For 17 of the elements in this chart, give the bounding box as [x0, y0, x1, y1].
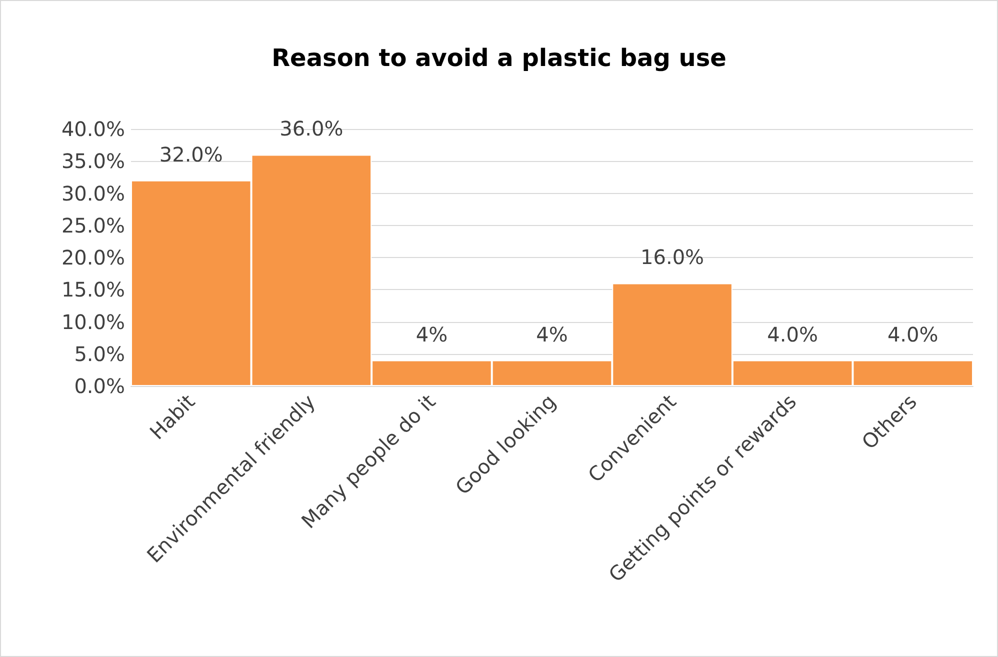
data-label: 4%: [416, 322, 448, 346]
chart-title: Reason to avoid a plastic bag use: [272, 44, 726, 72]
data-label: 4%: [536, 322, 568, 346]
y-tick-label: 0.0%: [74, 374, 125, 398]
y-tick-label: 40.0%: [61, 117, 125, 141]
y-tick-label: 35.0%: [61, 149, 125, 174]
y-tick-label: 20.0%: [61, 246, 125, 270]
y-tick-label: 30.0%: [61, 181, 125, 206]
y-tick-label: 5.0%: [74, 342, 125, 366]
data-label: 32.0%: [159, 142, 223, 166]
data-label: 4.0%: [887, 322, 938, 346]
data-label: 36.0%: [280, 116, 344, 141]
data-label: 16.0%: [640, 245, 704, 270]
y-tick-label: 25.0%: [61, 213, 125, 238]
y-tick-label: 10.0%: [61, 310, 125, 334]
y-tick-label: 15.0%: [61, 278, 125, 302]
data-label: 4.0%: [767, 322, 818, 346]
